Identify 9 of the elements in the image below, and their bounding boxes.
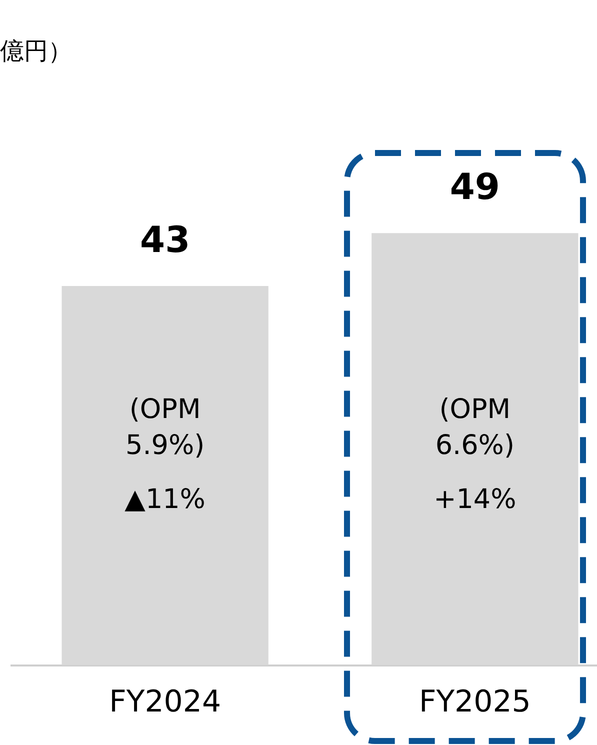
annotation: (OPM 6.6%) <box>435 394 514 461</box>
text: 億円） <box>0 37 72 65</box>
data-label: 49 <box>450 167 500 208</box>
x-tick-label: FY2024 <box>109 684 222 720</box>
data-label: 43 <box>140 220 190 262</box>
annotation: ▲11% <box>124 484 206 515</box>
annotation: +14% <box>434 484 516 515</box>
annotation: (OPM 5.9%) <box>126 394 205 461</box>
x-tick-label: FY2025 <box>418 684 531 720</box>
